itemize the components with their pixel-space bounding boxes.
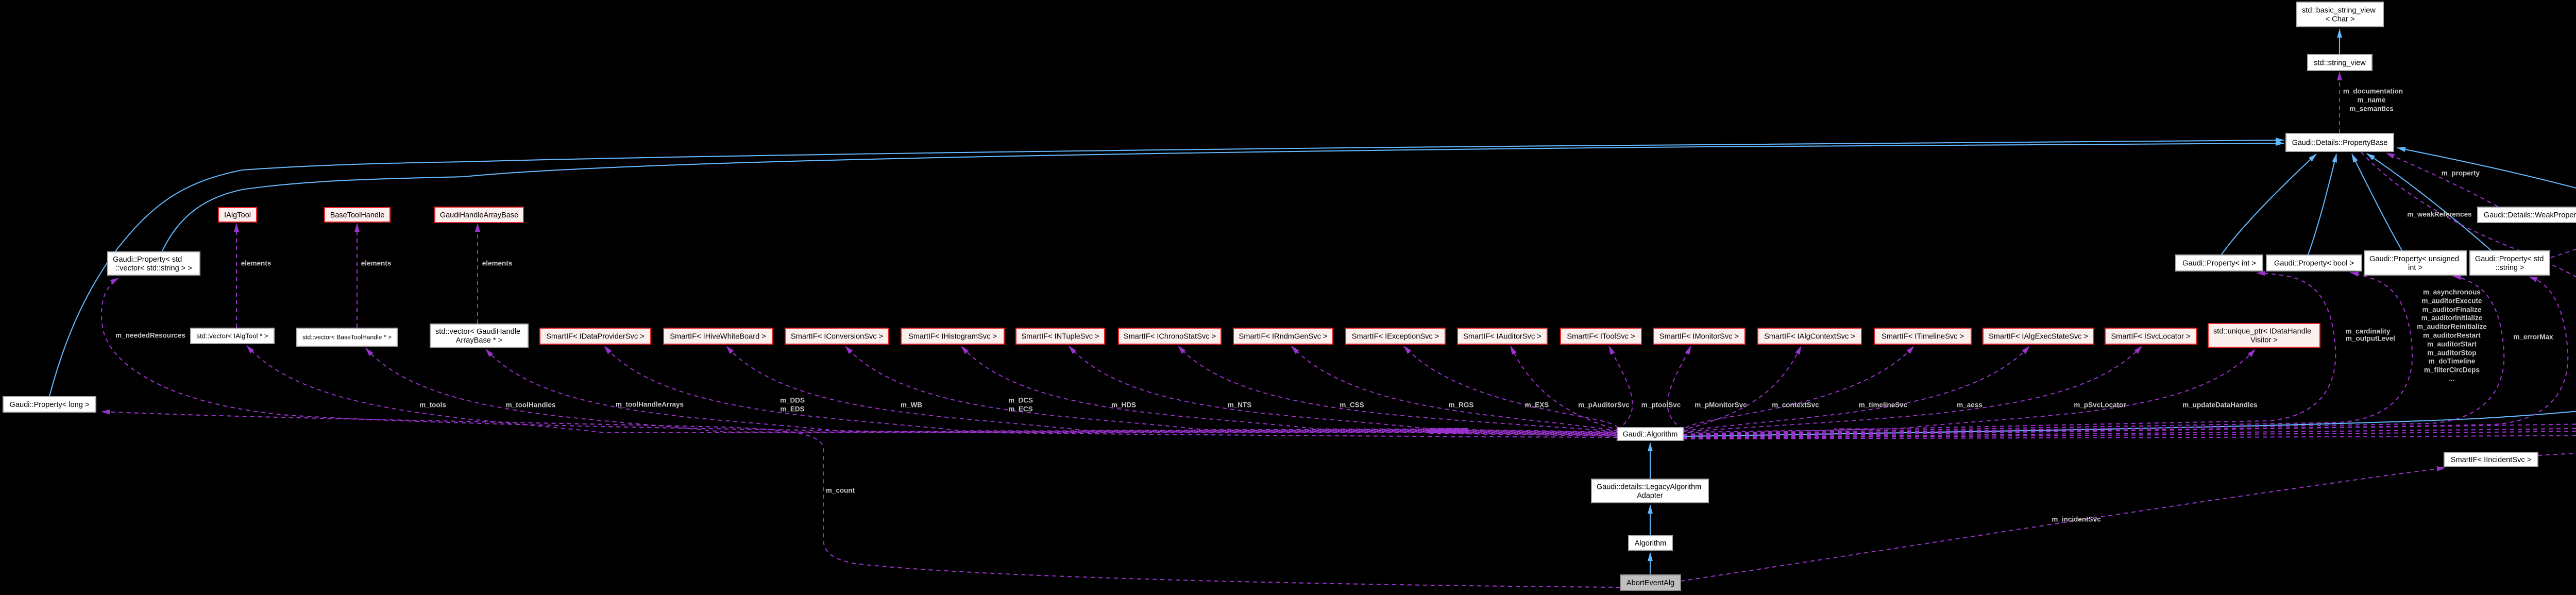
svg-text:elements: elements <box>241 260 272 267</box>
svg-text:m_CSS: m_CSS <box>1340 401 1364 409</box>
svg-text:std::vector< BaseToolHandle *: std::vector< BaseToolHandle * > <box>302 334 392 341</box>
svg-text:m_RGS: m_RGS <box>1449 401 1474 409</box>
svg-text:SmartIF< IIncidentSvc >: SmartIF< IIncidentSvc > <box>2451 456 2532 464</box>
svg-text:m_contextSvc: m_contextSvc <box>1772 401 1819 409</box>
svg-text:m_name: m_name <box>2358 96 2386 104</box>
svg-text:m_asynchronous: m_asynchronous <box>2423 288 2481 296</box>
svg-text:Gaudi::Details::PropertyBase: Gaudi::Details::PropertyBase <box>2292 139 2388 147</box>
svg-text:m_aess: m_aess <box>1957 401 1982 409</box>
svg-text:m_WB: m_WB <box>901 401 922 409</box>
svg-text:m_auditorRestart: m_auditorRestart <box>2423 332 2481 339</box>
svg-text:m_weakReferences: m_weakReferences <box>2407 211 2471 218</box>
svg-text:Visitor >: Visitor > <box>2250 336 2278 345</box>
svg-text:GaudiHandleArrayBase: GaudiHandleArrayBase <box>440 211 518 219</box>
svg-text:SmartIF< ISvcLocator >: SmartIF< ISvcLocator > <box>2111 333 2190 341</box>
svg-text:m_EXS: m_EXS <box>1525 401 1549 409</box>
svg-text:elements: elements <box>361 260 392 267</box>
svg-text:SmartIF< IAlgContextSvc >: SmartIF< IAlgContextSvc > <box>1764 333 1855 341</box>
svg-text:std::basic_string_view: std::basic_string_view <box>2302 7 2376 15</box>
svg-text:m_doTimeline: m_doTimeline <box>2429 358 2476 365</box>
svg-text:m_auditorFinalize: m_auditorFinalize <box>2422 306 2482 314</box>
svg-text:Gaudi::details::LegacyAlgorith: Gaudi::details::LegacyAlgorithm <box>1597 483 1701 491</box>
svg-text:Gaudi::Property< unsigned: Gaudi::Property< unsigned <box>2369 255 2459 263</box>
svg-text:m_auditorStop: m_auditorStop <box>2427 349 2476 357</box>
svg-text:m_auditorReinitialize: m_auditorReinitialize <box>2417 323 2487 331</box>
svg-text:< Char >: < Char > <box>2326 15 2355 24</box>
svg-text:m_pAuditorSvc: m_pAuditorSvc <box>1578 401 1630 409</box>
svg-text:SmartIF< IMonitorSvc >: SmartIF< IMonitorSvc > <box>1659 333 1739 341</box>
svg-text:SmartIF< IAuditorSvc >: SmartIF< IAuditorSvc > <box>1463 333 1541 341</box>
svg-text:...: ... <box>2449 375 2454 383</box>
svg-text:Adapter: Adapter <box>1637 492 1663 500</box>
svg-text:::vector< std::string > >: ::vector< std::string > > <box>115 264 192 273</box>
svg-text:Gaudi::Property< int >: Gaudi::Property< int > <box>2182 260 2256 268</box>
svg-text:m_outputLevel: m_outputLevel <box>2346 335 2395 343</box>
svg-text:m_pSvcLocator: m_pSvcLocator <box>2074 401 2126 409</box>
svg-text:Gaudi::Property< std: Gaudi::Property< std <box>2475 255 2544 263</box>
svg-text:m_NTS: m_NTS <box>1228 401 1252 409</box>
svg-text:std::string_view: std::string_view <box>2314 59 2366 67</box>
svg-text:SmartIF< ITimelineSvc >: SmartIF< ITimelineSvc > <box>1882 333 1964 341</box>
svg-text:m_neededResources: m_neededResources <box>115 332 185 339</box>
svg-text:SmartIF< IRndmGenSvc >: SmartIF< IRndmGenSvc > <box>1239 333 1328 341</box>
svg-text:ArrayBase * >: ArrayBase * > <box>456 336 502 345</box>
svg-text:m_incidentSvc: m_incidentSvc <box>2052 516 2101 523</box>
svg-text:m_property: m_property <box>2442 169 2480 177</box>
svg-text:m_updateDataHandles: m_updateDataHandles <box>2182 401 2258 409</box>
svg-text:m_semantics: m_semantics <box>2349 105 2394 113</box>
svg-text:std::vector< IAlgTool * >: std::vector< IAlgTool * > <box>196 332 268 340</box>
svg-text:m_errorMax: m_errorMax <box>2513 333 2553 341</box>
svg-text:SmartIF< IDataProviderSvc >: SmartIF< IDataProviderSvc > <box>546 333 645 341</box>
svg-text:m_DCS: m_DCS <box>1008 397 1033 404</box>
svg-text:m_ECS: m_ECS <box>1008 405 1032 413</box>
svg-text:m_DDS: m_DDS <box>780 397 805 404</box>
svg-text:AbortEventAlg: AbortEventAlg <box>1626 579 1674 587</box>
svg-text:SmartIF< IAlgExecStateSvc >: SmartIF< IAlgExecStateSvc > <box>1989 333 2088 341</box>
svg-text:m_toolHandles: m_toolHandles <box>506 401 556 409</box>
svg-text:Gaudi::Property< long >: Gaudi::Property< long > <box>10 401 90 409</box>
svg-text:m_pMonitorSvc: m_pMonitorSvc <box>1694 401 1747 409</box>
svg-text:Algorithm: Algorithm <box>1635 539 1667 548</box>
svg-text:SmartIF< IHiveWhiteBoard >: SmartIF< IHiveWhiteBoard > <box>670 333 766 341</box>
svg-text:m_filterCircDeps: m_filterCircDeps <box>2424 366 2480 374</box>
svg-text:m_toolHandleArrays: m_toolHandleArrays <box>616 401 684 409</box>
svg-text:std::unique_ptr< IDataHandle: std::unique_ptr< IDataHandle <box>2213 328 2311 336</box>
svg-text:SmartIF< IConversionSvc >: SmartIF< IConversionSvc > <box>791 333 883 341</box>
svg-text:elements: elements <box>482 260 513 267</box>
svg-text:Gaudi::Property< std: Gaudi::Property< std <box>113 256 182 264</box>
svg-text:SmartIF< IExceptionSvc >: SmartIF< IExceptionSvc > <box>1352 333 1439 341</box>
svg-text:std::vector< GaudiHandle: std::vector< GaudiHandle <box>435 328 520 336</box>
svg-text:SmartIF< IToolSvc >: SmartIF< IToolSvc > <box>1567 333 1635 341</box>
svg-text:m_tools: m_tools <box>419 401 446 409</box>
svg-text:m_timelineSvc: m_timelineSvc <box>1859 401 1908 409</box>
svg-text:SmartIF< IChronoStatSvc >: SmartIF< IChronoStatSvc > <box>1124 333 1216 341</box>
svg-text:SmartIF< IHistogramSvc >: SmartIF< IHistogramSvc > <box>908 333 997 341</box>
svg-text:::string >: ::string > <box>2495 264 2524 272</box>
svg-text:m_auditorExecute: m_auditorExecute <box>2421 297 2482 305</box>
svg-text:m_cardinality: m_cardinality <box>2345 328 2391 335</box>
svg-text:Gaudi::Algorithm: Gaudi::Algorithm <box>1623 431 1677 439</box>
svg-text:m_documentation: m_documentation <box>2343 88 2403 95</box>
svg-text:SmartIF< INTupleSvc >: SmartIF< INTupleSvc > <box>1022 333 1099 341</box>
svg-text:BaseToolHandle: BaseToolHandle <box>330 211 385 219</box>
svg-text:m_EDS: m_EDS <box>780 405 804 413</box>
svg-text:m_auditorStart: m_auditorStart <box>2427 341 2477 348</box>
svg-text:m_HDS: m_HDS <box>1111 401 1136 409</box>
svg-text:m_count: m_count <box>826 487 855 495</box>
svg-text:m_ptoolSvc: m_ptoolSvc <box>1641 401 1681 409</box>
svg-text:Gaudi::Property< bool >: Gaudi::Property< bool > <box>2274 260 2354 268</box>
svg-text:int >: int > <box>2408 264 2422 272</box>
svg-text:Gaudi::Details::WeakPropertyRe: Gaudi::Details::WeakPropertyRef <box>2484 211 2576 219</box>
svg-text:IAlgTool: IAlgTool <box>224 211 251 219</box>
svg-text:m_auditorInitialize: m_auditorInitialize <box>2421 314 2483 322</box>
